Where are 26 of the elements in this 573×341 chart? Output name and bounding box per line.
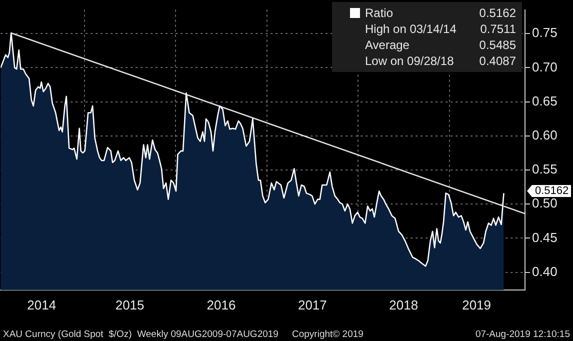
y-tick-label: 0.75 <box>532 25 558 40</box>
annotation: 0.5485 <box>479 38 516 52</box>
annotation: Low on 09/28/18 <box>365 54 455 68</box>
y-tick-label: 0.45 <box>532 230 558 245</box>
annotation: 0.7511 <box>480 22 516 36</box>
legend-label: Ratio <box>365 6 394 20</box>
x-tick-label: 2016 <box>206 297 236 312</box>
text: XAU Curncy (Gold Spot $/Oz) Weekly 09AUG2009-07AUG2019 <box>3 329 278 340</box>
y-tick-label: 0.70 <box>532 59 558 74</box>
annotation: 0.4087 <box>479 54 516 68</box>
y-tick-label: 0.60 <box>532 128 558 142</box>
annotation: 0.5162 <box>535 185 569 198</box>
x-tick-label: 2015 <box>115 297 144 312</box>
x-tick-label: 2019 <box>462 297 491 312</box>
text: Copyright© 2019 <box>292 329 364 340</box>
y-tick-label: 0.40 <box>532 264 558 279</box>
x-tick-label: 2014 <box>27 297 56 312</box>
y-tick-label: 0.55 <box>532 162 558 177</box>
y-tick-label: 0.65 <box>532 93 558 108</box>
y-tick-label: 0.50 <box>532 196 558 211</box>
annotation: 0.5162 <box>479 6 516 20</box>
x-tick-label: 2018 <box>389 297 418 312</box>
text: 07-Aug-2019 12:10:15 <box>475 329 570 340</box>
annotation: Average <box>365 38 410 52</box>
annotation: High on 03/14/14 <box>365 22 458 36</box>
x-tick-label: 2017 <box>298 297 327 312</box>
